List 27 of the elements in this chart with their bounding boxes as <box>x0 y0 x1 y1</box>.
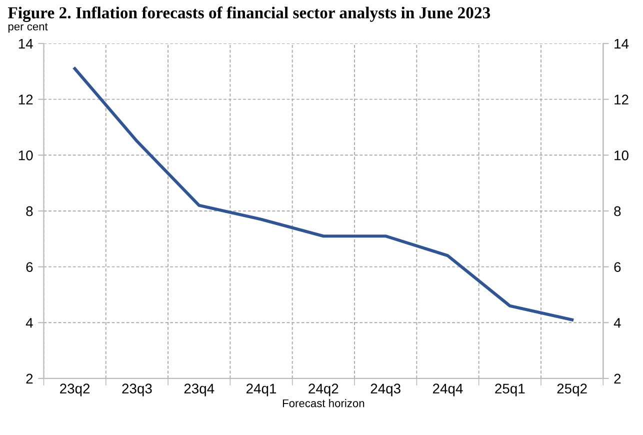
y-tick-label: 4 <box>26 318 33 328</box>
x-tick-label: 24q2 <box>308 384 338 396</box>
chart-title: Figure 2. Inflation forecasts of financial sector analysts in June 2023 <box>8 6 490 22</box>
y2-tick-label: 4 <box>614 318 621 328</box>
y2-tick-label: 14 <box>614 38 629 49</box>
x-tick-label: 25q2 <box>557 384 587 396</box>
y-axis-title: per cent <box>8 23 48 33</box>
y-tick-label: 14 <box>18 38 33 49</box>
x-tick-label: 24q4 <box>432 384 463 396</box>
x-tick-label: 23q3 <box>122 384 152 396</box>
y2-tick-label: 2 <box>614 374 621 384</box>
y2-tick-label: 6 <box>614 262 621 272</box>
y-tick-label: 6 <box>26 262 33 272</box>
x-tick-label: 25q1 <box>495 384 525 396</box>
x-tick-label: 23q4 <box>184 384 214 396</box>
y-tick-label: 8 <box>26 206 33 216</box>
y2-tick-label: 12 <box>614 94 628 104</box>
x-tick-label: 24q1 <box>246 384 276 396</box>
line-series <box>73 67 574 322</box>
x-axis-title: Forecast horizon <box>282 399 364 408</box>
y-tick-label: 2 <box>26 374 33 384</box>
y-tick-label: 10 <box>18 150 33 160</box>
y-tick-label: 12 <box>18 94 33 104</box>
y2-tick-label: 10 <box>614 150 628 160</box>
y2-tick-label: 8 <box>614 206 621 216</box>
x-tick-label: 23q2 <box>60 384 90 396</box>
x-tick-label: 24q3 <box>370 384 400 396</box>
